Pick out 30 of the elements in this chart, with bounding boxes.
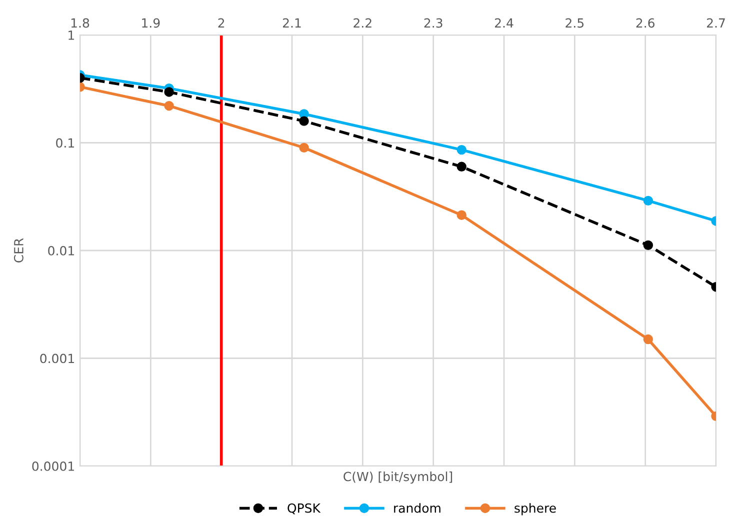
legend-label: random xyxy=(394,503,440,513)
x-tick-label: 1.8 xyxy=(71,18,90,28)
x-tick-label: 2.2 xyxy=(354,18,372,28)
legend-label: sphere xyxy=(514,503,556,516)
x-tick-label: 2.7 xyxy=(706,18,725,28)
legend-label: QPSK xyxy=(288,503,321,514)
x-axis-title: C(W) [bit/symbol] xyxy=(344,472,452,484)
point xyxy=(456,144,466,155)
point xyxy=(643,334,654,344)
x-tick-label: 2.5 xyxy=(566,18,584,28)
point xyxy=(643,196,654,206)
point xyxy=(164,87,174,97)
point xyxy=(456,210,466,220)
y-tick-label: 0.0001 xyxy=(32,461,74,471)
y-tick-label: 0.01 xyxy=(48,246,74,256)
x-tick-label: 2.4 xyxy=(494,18,514,28)
point xyxy=(164,100,174,111)
y-tick-label: 0.1 xyxy=(56,138,74,148)
y-tick-label: 0.001 xyxy=(40,354,74,364)
y-axis-title: CER xyxy=(14,238,24,262)
y-tick-label: 1 xyxy=(68,30,74,40)
x-tick-label: 2.3 xyxy=(424,18,442,28)
x-tick-label: 1.9 xyxy=(142,18,160,28)
point xyxy=(299,142,309,153)
x-tick-label: 2 xyxy=(218,18,224,28)
point xyxy=(643,240,654,250)
point xyxy=(456,162,466,172)
point xyxy=(299,116,309,126)
x-tick-label: 2.1 xyxy=(282,18,301,28)
x-tick-label: 2.6 xyxy=(636,18,654,28)
